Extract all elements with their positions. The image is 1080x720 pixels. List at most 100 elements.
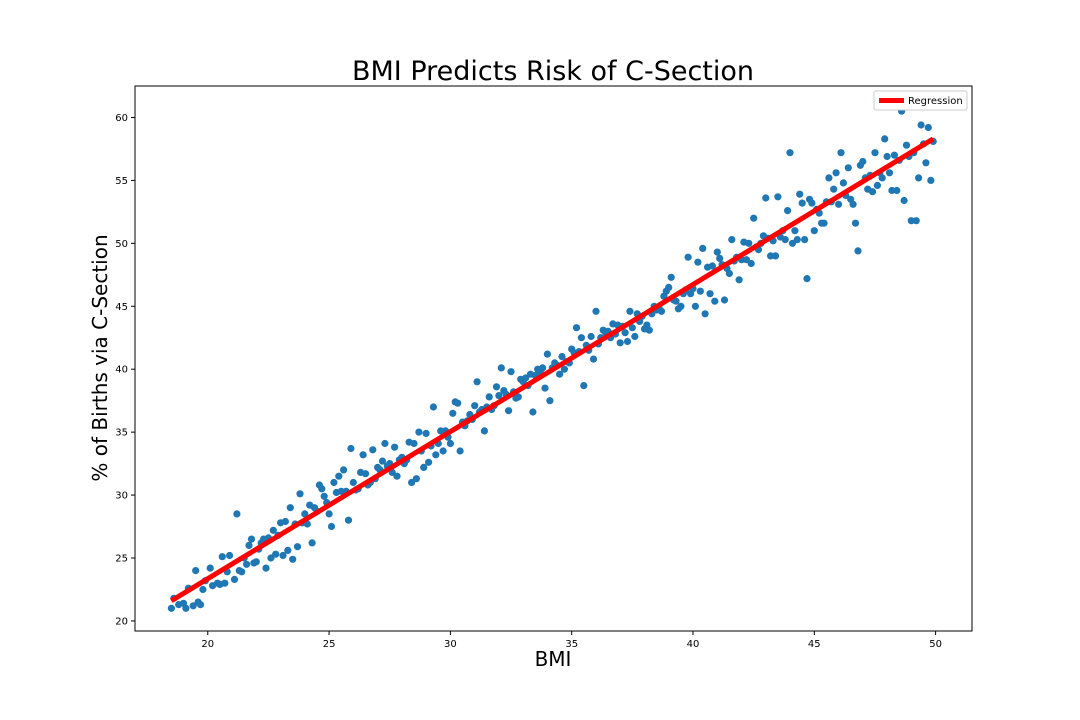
data-point-94 [410, 439, 418, 448]
y-tick-label-45: 45 [115, 302, 128, 313]
data-point-119 [471, 402, 479, 410]
y-tick-label-55: 55 [115, 176, 128, 187]
y-tick-label-60: 60 [115, 113, 128, 124]
data-point-44 [289, 555, 297, 563]
data-point-251 [791, 227, 799, 235]
data-point-225 [728, 236, 736, 244]
data-point-42 [284, 546, 292, 555]
data-point-130 [497, 364, 505, 372]
data-point-110 [449, 409, 457, 417]
data-point-156 [560, 365, 569, 373]
data-point-47 [296, 490, 304, 498]
data-point-243 [771, 252, 780, 260]
data-point-37 [272, 550, 280, 558]
data-point-184 [628, 324, 636, 332]
data-point-303 [917, 121, 925, 129]
data-point-102 [429, 403, 437, 411]
data-point-63 [335, 472, 343, 480]
data-point-19 [226, 551, 234, 560]
data-point-61 [330, 478, 338, 487]
data-point-140 [522, 374, 530, 382]
data-point-120 [473, 378, 481, 386]
data-point-269 [835, 200, 843, 208]
data-point-100 [425, 458, 433, 466]
data-point-112 [454, 399, 462, 407]
data-point-59 [325, 510, 333, 518]
data-point-163 [577, 334, 586, 342]
data-point-258 [808, 199, 816, 207]
data-point-98 [420, 463, 428, 471]
data-point-276 [851, 219, 860, 227]
data-point-254 [798, 199, 806, 207]
data-point-259 [810, 227, 818, 235]
data-point-128 [492, 383, 501, 391]
data-point-234 [750, 214, 758, 222]
data-point-74 [361, 470, 370, 478]
data-point-256 [803, 275, 811, 283]
data-point-239 [762, 194, 770, 202]
data-point-233 [747, 259, 755, 268]
data-point-20 [230, 575, 239, 584]
data-point-255 [801, 236, 809, 244]
data-point-149 [543, 350, 552, 358]
data-point-12 [206, 564, 214, 572]
data-point-302 [915, 174, 923, 182]
regression-layer [170, 136, 935, 603]
data-point-10 [199, 585, 207, 594]
data-point-17 [221, 579, 229, 587]
data-point-56 [318, 485, 326, 493]
data-point-224 [725, 269, 734, 278]
x-tick-label-50: 50 [929, 639, 942, 650]
data-point-161 [572, 324, 581, 332]
x-tick-label-30: 30 [444, 639, 457, 650]
data-point-222 [720, 296, 729, 304]
data-point-103 [432, 451, 440, 459]
data-point-211 [694, 258, 702, 266]
data-point-196 [657, 307, 666, 315]
data-point-35 [267, 554, 275, 562]
legend: Regression [873, 90, 968, 111]
data-point-36 [269, 526, 277, 534]
data-point-285 [873, 181, 882, 189]
data-point-181 [621, 329, 629, 337]
data-point-109 [446, 439, 454, 448]
data-point-293 [893, 186, 901, 195]
data-point-179 [616, 339, 624, 347]
data-point-154 [556, 370, 564, 378]
data-point-283 [868, 188, 877, 196]
data-point-169 [592, 307, 600, 315]
data-point-231 [742, 256, 751, 264]
data-point-99 [422, 429, 430, 437]
plot-frame [134, 85, 973, 632]
data-point-213 [699, 244, 707, 252]
y-axis-label: % of Births via C-Section [88, 234, 112, 481]
data-point-249 [786, 149, 794, 157]
data-point-125 [485, 393, 493, 401]
data-point-199 [665, 283, 673, 291]
data-point-252 [793, 236, 801, 244]
data-point-232 [745, 239, 753, 247]
data-point-271 [839, 179, 848, 187]
data-point-60 [327, 522, 336, 531]
data-point-148 [541, 384, 549, 392]
data-point-25 [243, 560, 251, 568]
data-point-207 [684, 253, 692, 261]
data-point-287 [878, 174, 886, 182]
data-point-57 [320, 492, 328, 500]
y-tick-label-20: 20 [115, 616, 128, 627]
data-point-284 [871, 149, 879, 157]
data-point-268 [832, 169, 840, 177]
data-point-49 [301, 510, 309, 518]
data-point-26 [245, 541, 253, 550]
data-point-267 [830, 185, 838, 193]
data-point-217 [708, 262, 717, 270]
data-point-277 [854, 247, 862, 255]
data-point-87 [393, 472, 401, 480]
data-point-96 [415, 428, 423, 436]
data-point-129 [495, 392, 503, 400]
data-point-288 [881, 135, 889, 143]
data-point-143 [529, 408, 537, 416]
data-point-52 [308, 539, 316, 547]
data-point-289 [883, 152, 891, 161]
